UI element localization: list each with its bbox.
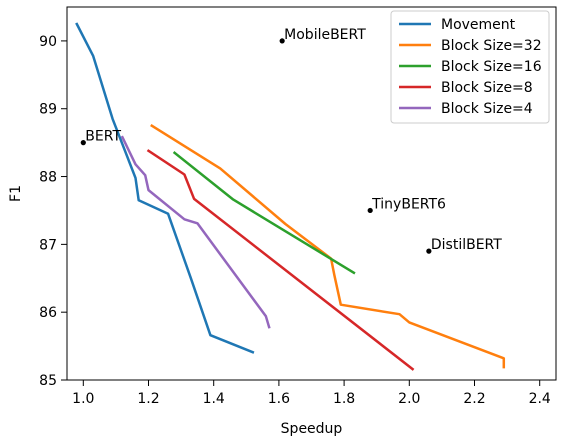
series-line-4: [146, 149, 415, 371]
legend-box: [390, 10, 550, 124]
point-label-1: BERT: [85, 129, 121, 145]
x-axis-ticks: 1.0 1.2 1.4 1.6 1.8 2.0 2.2 2.4: [72, 380, 551, 407]
point-marker-1: [80, 140, 86, 146]
point-label-4: DistilBERT: [431, 237, 502, 253]
x-tick-label: 1.6: [268, 391, 290, 407]
x-tick-label: 1.8: [333, 391, 355, 407]
annotated-points: BERT MobileBERT TinyBERT6 DistilBERT: [80, 27, 502, 254]
axes-frame: [66, 6, 557, 381]
series-line-2: [150, 123, 506, 369]
y-tick-label: 88: [39, 170, 57, 186]
y-axis-label: F1: [8, 185, 24, 202]
y-tick-label: 86: [39, 305, 57, 321]
point-marker-3: [367, 207, 373, 214]
plot-frame: [66, 6, 557, 381]
x-tick-label: 1.4: [203, 391, 225, 407]
x-tick-label: 1.2: [137, 391, 159, 407]
series-line-3: [172, 151, 356, 275]
legend-label-4: Block Size=8: [441, 80, 533, 96]
legend-label-1: Movement: [441, 17, 516, 33]
y-tick-label: 85: [39, 373, 57, 389]
y-tick-label: 89: [39, 102, 57, 118]
point-label-3: TinyBERT6: [371, 196, 446, 212]
series-line-1: [75, 22, 255, 354]
legend-label-3: Block Size=16: [441, 59, 542, 75]
point-marker-2: [279, 38, 285, 44]
x-tick-label: 2.2: [463, 391, 485, 407]
point-label-2: MobileBERT: [284, 27, 366, 43]
legend-label-5: Block Size=4: [441, 101, 533, 117]
x-tick-label: 2.4: [529, 391, 551, 407]
y-tick-label: 87: [39, 237, 57, 253]
x-tick-label: 1.0: [72, 391, 94, 407]
series-line-5: [120, 135, 271, 329]
y-axis-ticks: 85 86 87 88 89 90: [39, 34, 67, 389]
series-layer: [75, 22, 506, 371]
legend: Movement Block Size=32 Block Size=16 Block …: [390, 10, 550, 124]
legend-label-2: Block Size=32: [441, 38, 542, 54]
x-axis-label: Speedup: [281, 421, 343, 437]
y-tick-label: 90: [39, 34, 57, 50]
x-tick-label: 2.0: [398, 391, 420, 407]
point-marker-4: [426, 248, 432, 254]
